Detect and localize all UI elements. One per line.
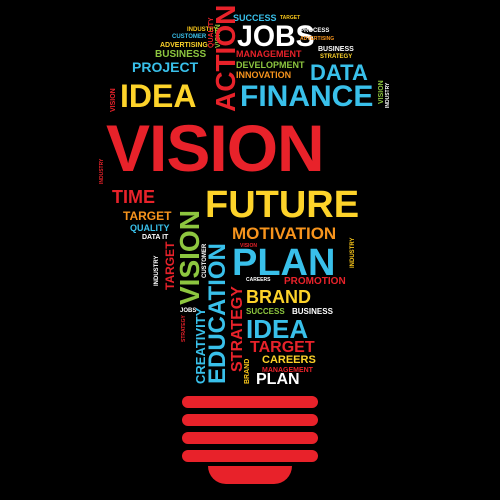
word-advertising-small: ADVERTISING bbox=[300, 36, 335, 42]
word-education-vertical: EDUCATION bbox=[204, 243, 231, 384]
word-plan-big: PLAN bbox=[232, 242, 336, 284]
word-future: FUTURE bbox=[205, 184, 360, 226]
word-data-big: DATA bbox=[310, 60, 368, 85]
word-action-vertical: ACTION bbox=[210, 4, 241, 112]
word-industry-vertical-left: INDUSTRY bbox=[99, 158, 105, 184]
word-industry: INDUSTRY bbox=[187, 27, 218, 33]
word-business-right: BUSINESS bbox=[318, 46, 354, 53]
word-promotion: PROMOTION bbox=[284, 276, 346, 287]
word-careers-tiny: CAREERS bbox=[246, 277, 271, 283]
word-plan-low: PLAN bbox=[256, 371, 300, 388]
word-management: MANAGEMENT bbox=[236, 49, 302, 59]
bulb-base-bar-2 bbox=[182, 414, 318, 426]
word-vision-tiny: VISION bbox=[240, 243, 257, 249]
word-brand-vertical: BRAND bbox=[244, 358, 251, 384]
word-idea-big: IDEA bbox=[120, 78, 197, 114]
word-target: TARGET bbox=[280, 15, 301, 21]
word-customer: CUSTOMER bbox=[172, 34, 207, 40]
bulb-base-bar-4 bbox=[182, 450, 318, 462]
word-creativity-vertical: CREATIVITY bbox=[193, 307, 208, 384]
word-project: PROJECT bbox=[132, 59, 199, 75]
word-vision-vertical-left: VISION bbox=[110, 88, 117, 112]
word-advertising: ADVERTISING bbox=[160, 42, 208, 49]
word-business-mid: BUSINESS bbox=[292, 307, 333, 316]
word-target-low: TARGET bbox=[250, 339, 315, 356]
word-success: SUCCESS bbox=[233, 13, 277, 23]
word-development: DEVELOPMENT bbox=[236, 60, 305, 70]
word-strategy: STRATEGY bbox=[320, 54, 353, 60]
bulb-base-bar-3 bbox=[182, 432, 318, 444]
word-strategy-vertical-left: STRATEGY bbox=[181, 315, 187, 342]
word-time: TIME bbox=[112, 187, 155, 207]
word-industry-vertical-right: INDUSTRY bbox=[385, 82, 391, 108]
word-management-low: MANAGEMENT bbox=[262, 367, 313, 374]
word-idea-mid: IDEA bbox=[246, 314, 309, 344]
word-innovation: INNOVATION bbox=[236, 70, 292, 80]
word-careers: CAREERS bbox=[262, 354, 316, 366]
word-target-mid: TARGET bbox=[123, 209, 172, 223]
word-industry-vertical: INDUSTRY bbox=[154, 255, 160, 286]
word-data-it: DATA IT bbox=[142, 234, 169, 241]
bulb-base-bar-1 bbox=[182, 396, 318, 408]
word-motivation: MOTIVATION bbox=[232, 224, 337, 243]
word-finance: FINANCE bbox=[240, 80, 374, 113]
word-jobs-small: JOBS bbox=[180, 308, 197, 314]
word-vision-vertical-right: VISION bbox=[378, 80, 385, 104]
word-quality-mid: QUALITY bbox=[130, 223, 170, 233]
word-vision-vertical-mid: VISION bbox=[174, 210, 205, 305]
word-jobs: JOBS bbox=[237, 20, 315, 53]
word-vision-main: VISION bbox=[106, 111, 325, 185]
word-process: PROCESS bbox=[300, 28, 330, 34]
word-industry-vertical-right2: INDUSTRY bbox=[350, 237, 356, 268]
bulb-base-tip bbox=[208, 466, 292, 484]
word-business: BUSINESS bbox=[155, 49, 207, 60]
word-target-vertical: TARGET bbox=[163, 241, 177, 290]
word-success-mid: SUCCESS bbox=[246, 307, 285, 316]
word-brand: BRAND bbox=[246, 287, 311, 307]
